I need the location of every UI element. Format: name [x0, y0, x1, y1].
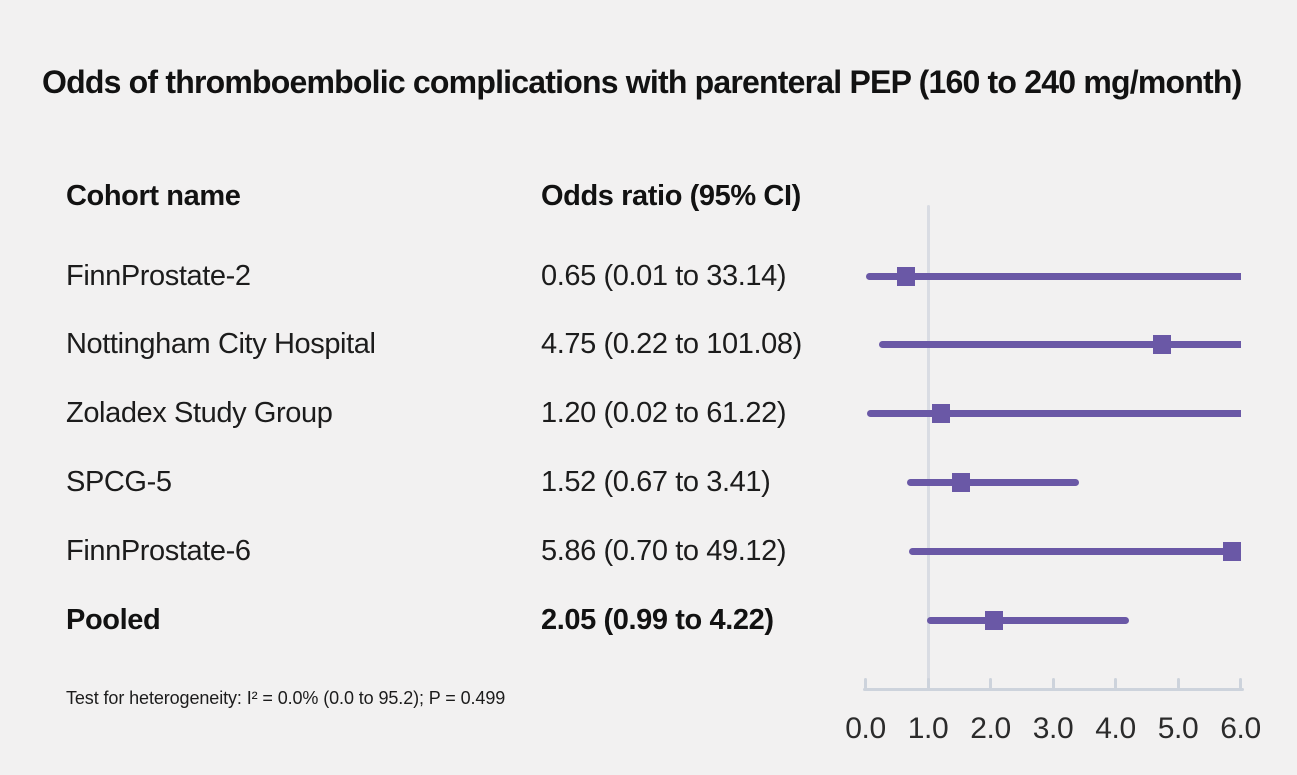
x-axis-tick-label: 0.0: [845, 712, 886, 745]
x-axis-tick: [1114, 678, 1117, 689]
heterogeneity-note: Test for heterogeneity: I² = 0.0% (0.0 t…: [66, 688, 506, 708]
x-axis-tick-label: 3.0: [1032, 712, 1074, 745]
column-header-odds-ratio: Odds ratio (95% CI): [541, 180, 801, 212]
table-row: Zoladex Study Group 1.20 (0.02 to 61.22): [0, 398, 860, 428]
table-row: FinnProstate-6 5.86 (0.70 to 49.12): [0, 536, 860, 566]
x-axis-tick: [864, 678, 867, 689]
cohort-name: FinnProstate-2: [66, 260, 251, 292]
cohort-name: FinnProstate-6: [66, 535, 251, 567]
x-axis-tick: [1051, 678, 1055, 689]
table-row: SPCG-5 1.52 (0.67 to 3.41): [0, 467, 860, 497]
confidence-interval-line: [879, 340, 1241, 348]
odds-ratio-value: 4.75 (0.22 to 101.08): [541, 328, 802, 360]
reference-line: [926, 205, 930, 690]
odds-ratio-value: 0.65 (0.01 to 33.14): [541, 260, 787, 292]
x-axis-line: [862, 688, 1244, 691]
confidence-interval-line: [907, 478, 1079, 486]
x-axis-tick-label: 5.0: [1157, 712, 1199, 745]
table-header-row: Cohort name Odds ratio (95% CI): [0, 181, 860, 211]
x-axis-tick: [1176, 678, 1180, 689]
point-estimate-marker: [1222, 541, 1241, 561]
x-axis-tick-label: 4.0: [1095, 712, 1136, 745]
odds-ratio-value: 5.86 (0.70 to 49.12): [541, 535, 787, 567]
x-axis-tick-label: 2.0: [970, 712, 1011, 745]
point-estimate-marker: [984, 610, 1003, 630]
x-axis-tick-label: 1.0: [907, 712, 949, 745]
point-estimate-marker: [897, 266, 916, 286]
point-estimate-marker: [1153, 334, 1172, 354]
column-header-cohort-name: Cohort name: [66, 180, 241, 212]
point-estimate-marker: [931, 403, 950, 423]
x-axis-tick: [1239, 678, 1242, 689]
cohort-name: Pooled: [66, 604, 161, 636]
table-row-pooled: Pooled 2.05 (0.99 to 4.22): [0, 605, 860, 635]
x-axis-tick: [989, 678, 992, 689]
odds-ratio-value: 2.05 (0.99 to 4.22): [541, 604, 774, 636]
odds-ratio-value: 1.20 (0.02 to 61.22): [541, 397, 787, 429]
confidence-interval-line: [866, 272, 1241, 280]
point-estimate-marker: [951, 472, 970, 492]
confidence-interval-line: [866, 409, 1241, 417]
confidence-interval-line: [927, 616, 1130, 624]
cohort-name: Zoladex Study Group: [66, 397, 333, 429]
cohort-name: Nottingham City Hospital: [66, 328, 376, 360]
x-axis-tick: [926, 678, 930, 689]
cohort-name: SPCG-5: [66, 466, 172, 498]
confidence-interval-line: [909, 547, 1241, 555]
table-row: FinnProstate-2 0.65 (0.01 to 33.14): [0, 261, 860, 291]
table-row: Nottingham City Hospital 4.75 (0.22 to 1…: [0, 329, 860, 359]
odds-ratio-value: 1.52 (0.67 to 3.41): [541, 466, 771, 498]
figure-title: Odds of thromboembolic complications wit…: [42, 64, 1242, 100]
x-axis-tick-label: 6.0: [1220, 712, 1261, 745]
